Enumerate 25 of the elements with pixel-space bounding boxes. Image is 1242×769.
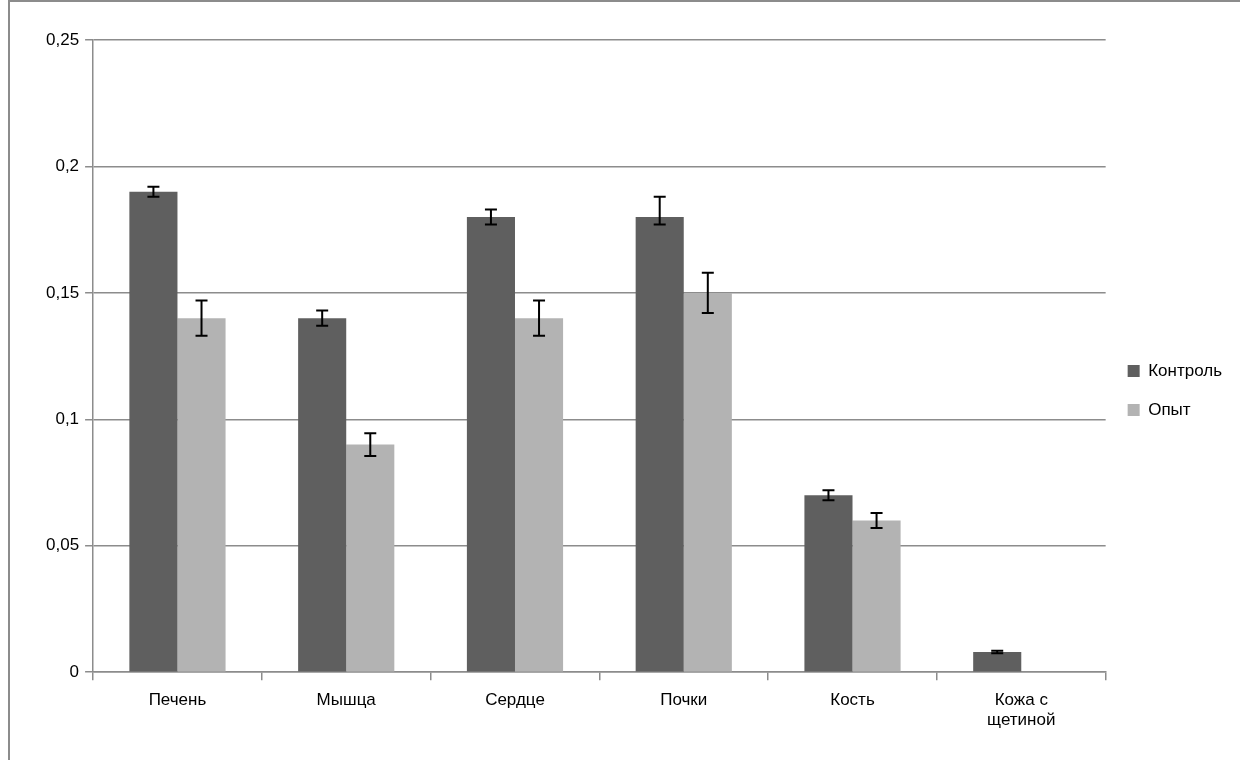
bar <box>346 444 395 672</box>
bar <box>177 318 226 672</box>
bar <box>804 495 853 672</box>
y-tick-label: 0,25 <box>45 29 80 49</box>
bar <box>514 318 564 672</box>
legend-label: Контроль <box>1148 360 1223 380</box>
bar <box>298 318 347 672</box>
y-tick-label: 0,15 <box>45 282 80 302</box>
x-tick-label: Кость <box>830 690 875 710</box>
y-tick-label: 0,05 <box>45 535 80 555</box>
y-tick-label: 0 <box>69 661 80 681</box>
y-tick-label: 0,1 <box>55 409 80 429</box>
y-tick-label: 0,2 <box>55 156 80 176</box>
x-tick-label: Почки <box>660 690 708 710</box>
x-tick-label: Печень <box>148 690 207 710</box>
bar <box>852 520 901 672</box>
x-tick-label: Сердце <box>485 690 545 710</box>
x-tick-label: Кожа с щетиной <box>987 690 1056 730</box>
x-tick-label: Мышца <box>316 690 377 710</box>
bar <box>683 292 732 672</box>
bar <box>466 217 515 672</box>
legend-label: Опыт <box>1148 399 1191 419</box>
bar <box>973 651 1022 672</box>
bar <box>635 217 684 672</box>
bar <box>129 191 178 672</box>
